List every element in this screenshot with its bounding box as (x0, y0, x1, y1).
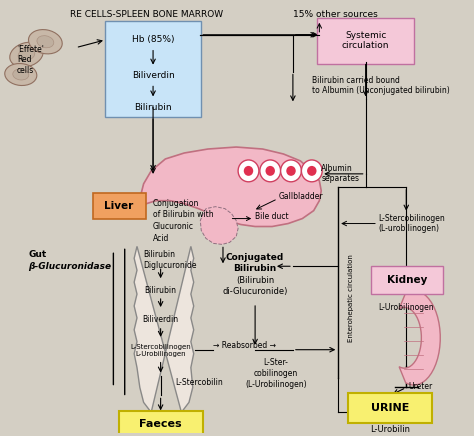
Text: Biliverdin: Biliverdin (143, 315, 179, 324)
Text: β-Glucuronidase: β-Glucuronidase (28, 262, 111, 271)
FancyBboxPatch shape (371, 266, 443, 294)
Text: Bile duct: Bile duct (255, 212, 289, 221)
FancyBboxPatch shape (119, 411, 203, 436)
FancyBboxPatch shape (92, 193, 146, 218)
Circle shape (301, 160, 322, 182)
Text: Bilirubin: Bilirubin (145, 286, 177, 295)
Ellipse shape (13, 69, 29, 80)
Text: Ureter: Ureter (408, 382, 432, 392)
Text: Hb (85%): Hb (85%) (132, 35, 174, 44)
Text: L-Ster-
cobilinogen
(L-Urobilinogen): L-Ster- cobilinogen (L-Urobilinogen) (245, 358, 307, 389)
Circle shape (244, 166, 253, 176)
Text: Bilirubin carried bound: Bilirubin carried bound (312, 75, 400, 85)
Ellipse shape (37, 36, 54, 48)
Ellipse shape (5, 64, 37, 85)
Text: 15% other sources: 15% other sources (293, 10, 378, 19)
Text: Bilirubin: Bilirubin (134, 103, 172, 112)
FancyBboxPatch shape (348, 393, 432, 423)
FancyBboxPatch shape (105, 21, 201, 117)
Text: L-Stercobilinogen
L-Urobilinogen: L-Stercobilinogen L-Urobilinogen (130, 344, 191, 357)
Ellipse shape (10, 42, 43, 67)
Text: L-Stercobilinogen
(L-urobilinogen): L-Stercobilinogen (L-urobilinogen) (378, 214, 445, 233)
Text: L-Urobilinogen: L-Urobilinogen (378, 303, 434, 312)
Text: (Bilirubin
di-Glucuronide): (Bilirubin di-Glucuronide) (222, 276, 288, 296)
Circle shape (260, 160, 281, 182)
Text: Kidney: Kidney (387, 275, 428, 285)
Text: Biliverdin: Biliverdin (132, 71, 174, 80)
FancyBboxPatch shape (318, 18, 414, 64)
Polygon shape (134, 246, 194, 412)
Circle shape (281, 160, 301, 182)
Polygon shape (201, 207, 238, 245)
Circle shape (307, 166, 317, 176)
Ellipse shape (18, 48, 35, 61)
Text: Conjugated
Bilirubin: Conjugated Bilirubin (226, 253, 284, 273)
Polygon shape (140, 147, 321, 227)
Text: to Albumin (Unconjugated bilirubin): to Albumin (Unconjugated bilirubin) (312, 86, 449, 95)
Text: URINE: URINE (371, 403, 410, 413)
Text: Faeces: Faeces (139, 419, 182, 429)
Text: Enterohepatic circulation: Enterohepatic circulation (348, 254, 354, 342)
Circle shape (265, 166, 275, 176)
Text: Conjugation
of Bilirubin with
Glucuronic
Acid: Conjugation of Bilirubin with Glucuronic… (153, 199, 214, 243)
Text: Gut: Gut (28, 250, 46, 259)
Text: L-Stercobilin: L-Stercobilin (175, 378, 223, 387)
Polygon shape (399, 290, 440, 385)
Text: Systemic
circulation: Systemic circulation (342, 31, 390, 51)
Circle shape (238, 160, 259, 182)
Text: Albumin
separates: Albumin separates (321, 164, 359, 183)
Text: Liver: Liver (104, 201, 134, 211)
Text: 'Effete'
Red
cells: 'Effete' Red cells (17, 45, 44, 75)
Text: Bilirubin
Diglucuronide: Bilirubin Diglucuronide (144, 250, 197, 270)
Text: L-Urobilin: L-Urobilin (370, 425, 410, 434)
Text: → Reabsorbed →: → Reabsorbed → (212, 341, 275, 350)
Text: Gallbladder: Gallbladder (279, 192, 323, 201)
Circle shape (286, 166, 296, 176)
Ellipse shape (28, 30, 62, 54)
Text: RE CELLS-SPLEEN BONE MARROW: RE CELLS-SPLEEN BONE MARROW (70, 10, 223, 19)
